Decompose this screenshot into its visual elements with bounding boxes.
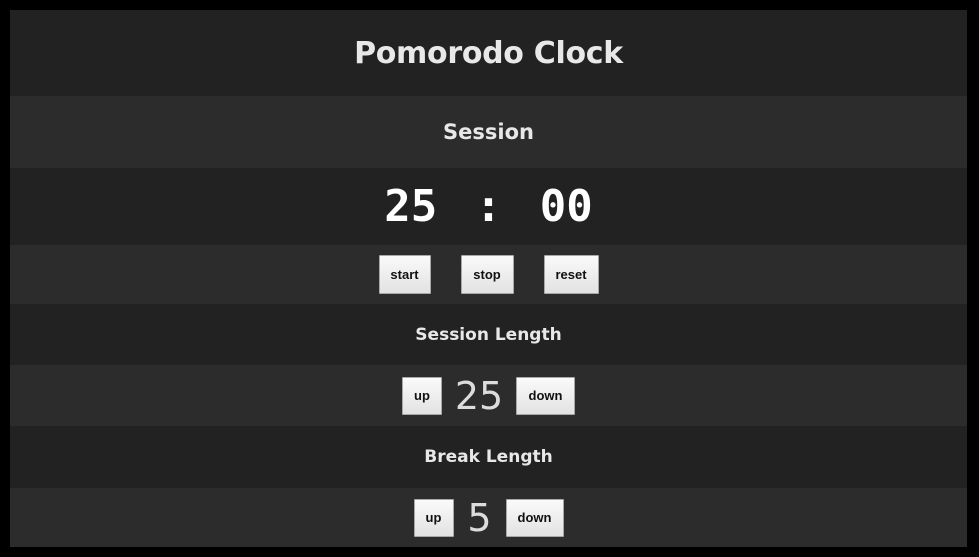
timer-minutes: 25 (384, 181, 438, 232)
session-length-value: 25 (454, 373, 504, 418)
break-length-heading: Break Length (424, 447, 553, 467)
session-down-button[interactable]: down (516, 376, 575, 415)
timer-readout: 25 : 00 (384, 181, 592, 232)
timer-separator: : (475, 181, 502, 232)
session-header: Session (10, 96, 967, 168)
page-title: Pomorodo Clock (354, 35, 623, 71)
break-length-header: Break Length (10, 426, 967, 488)
session-up-button[interactable]: up (402, 376, 442, 415)
session-length-header: Session Length (10, 304, 967, 365)
pomodoro-app: Pomorodo Clock Session 25 : 00 start sto… (10, 10, 967, 547)
title-bar: Pomorodo Clock (10, 10, 967, 96)
timer-display: 25 : 00 (10, 168, 967, 245)
break-down-button[interactable]: down (505, 498, 564, 537)
timer-seconds: 00 (539, 181, 593, 232)
break-length-controls: up 5 down (10, 488, 967, 547)
session-length-controls: up 25 down (10, 365, 967, 426)
timer-controls: start stop reset (10, 245, 967, 304)
session-heading: Session (443, 120, 534, 144)
start-button[interactable]: start (378, 255, 431, 294)
break-up-button[interactable]: up (413, 498, 454, 537)
reset-button[interactable]: reset (543, 255, 599, 294)
break-length-value: 5 (467, 495, 492, 540)
session-length-heading: Session Length (415, 324, 562, 345)
stop-button[interactable]: stop (460, 255, 514, 294)
